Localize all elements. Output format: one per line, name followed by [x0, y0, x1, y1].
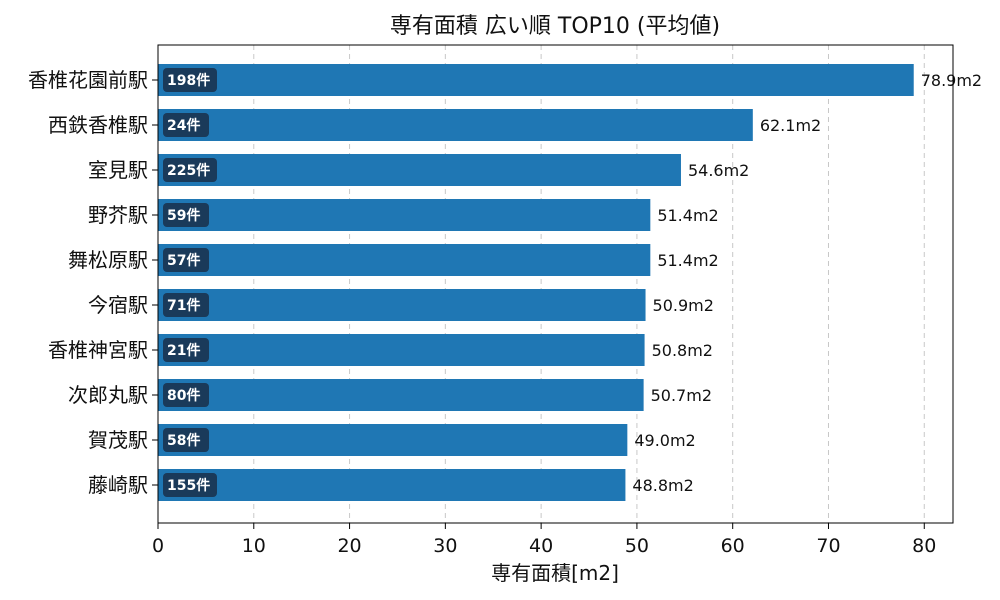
value-label-10: 48.8m2	[632, 476, 693, 495]
category-label-4: 野芥駅	[88, 203, 148, 227]
count-label-2: 24件	[167, 117, 200, 134]
category-label-6: 今宿駅	[88, 293, 148, 317]
bar-4	[158, 199, 651, 231]
count-badge-6	[163, 293, 209, 317]
bar-8	[158, 379, 644, 411]
value-label-9: 49.0m2	[634, 431, 695, 450]
category-label-9: 賀茂駅	[88, 428, 148, 452]
x-axis-label: 専有面積[m2]	[491, 561, 619, 585]
count-badge-1	[163, 68, 217, 92]
count-badge-4	[163, 203, 209, 227]
x-tick-label-60: 60	[721, 535, 745, 557]
value-label-4: 51.4m2	[657, 206, 718, 225]
x-tick-label-10: 10	[242, 535, 266, 557]
category-label-1: 香椎花園前駅	[28, 68, 148, 92]
bar-9	[158, 424, 628, 456]
value-label-6: 50.9m2	[653, 296, 714, 315]
x-tick-label-30: 30	[433, 535, 457, 557]
count-badge-2	[163, 113, 209, 137]
x-axis-ticks: 0 10 20 30 40 50 60 70 80	[152, 79, 936, 557]
bars	[158, 64, 914, 501]
value-label-8: 50.7m2	[651, 386, 712, 405]
category-label-10: 藤崎駅	[88, 473, 148, 497]
bar-5	[158, 244, 651, 276]
category-label-2: 西鉄香椎駅	[48, 113, 148, 137]
category-label-7: 香椎神宮駅	[48, 338, 148, 362]
x-tick-label-0: 0	[152, 535, 164, 557]
plot-frame	[157, 44, 954, 524]
category-label-8: 次郎丸駅	[68, 383, 148, 407]
count-label-7: 21件	[167, 342, 200, 359]
count-badge-7	[163, 338, 209, 362]
count-label-9: 58件	[167, 432, 200, 449]
x-tick-label-40: 40	[529, 535, 553, 557]
count-badge-5	[163, 248, 209, 272]
count-badge-9	[163, 428, 209, 452]
category-label-5: 舞松原駅	[68, 248, 148, 272]
count-label-6: 71件	[167, 297, 200, 314]
count-badge-3	[163, 158, 217, 182]
count-label-8: 80件	[167, 387, 200, 404]
bar-6	[158, 289, 646, 321]
count-label-1: 198件	[167, 72, 210, 89]
count-badge-8	[163, 383, 209, 407]
count-badge-10	[163, 473, 217, 497]
bar-7	[158, 334, 645, 366]
x-tick-label-20: 20	[337, 535, 361, 557]
bar-10	[158, 469, 626, 501]
bar-1	[158, 64, 914, 96]
value-label-7: 50.8m2	[652, 341, 713, 360]
value-label-5: 51.4m2	[657, 251, 718, 270]
x-tick-label-70: 70	[816, 535, 840, 557]
bar-2	[158, 109, 753, 141]
value-label-2: 62.1m2	[760, 116, 821, 135]
x-tick-label-80: 80	[912, 535, 936, 557]
value-label-3: 54.6m2	[688, 161, 749, 180]
count-label-4: 59件	[167, 207, 200, 224]
count-label-5: 57件	[167, 252, 200, 269]
count-label-3: 225件	[167, 162, 210, 179]
value-label-1: 78.9m2	[921, 71, 982, 90]
bar-3	[158, 154, 681, 186]
category-label-3: 室見駅	[88, 158, 148, 182]
chart-title: 専有面積 広い順 TOP10 (平均値)	[390, 14, 720, 39]
count-label-10: 155件	[167, 477, 210, 494]
x-tick-label-50: 50	[625, 535, 649, 557]
